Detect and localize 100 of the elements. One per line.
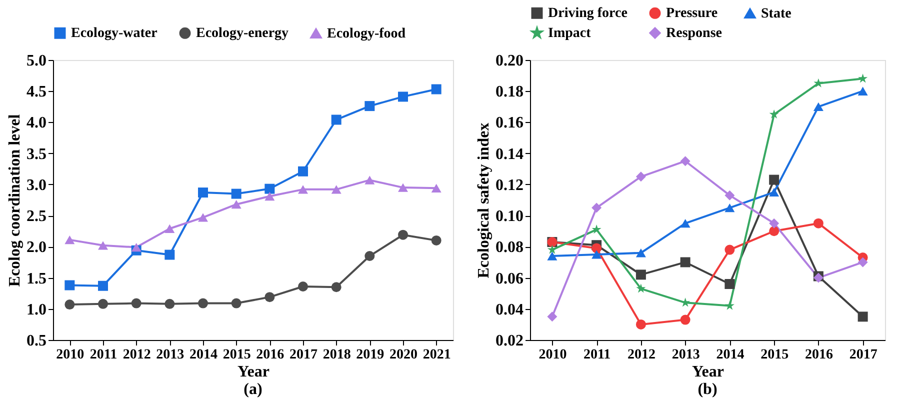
- point: [64, 235, 75, 244]
- point: [98, 298, 108, 309]
- x-tick-label: 2016: [804, 348, 833, 362]
- y-tick-label: 0.04: [496, 301, 524, 318]
- point: [769, 226, 780, 236]
- point: [164, 298, 175, 309]
- point: [231, 188, 242, 199]
- point: [164, 250, 175, 260]
- point: [858, 74, 868, 83]
- x-tick-label: 2011: [583, 348, 611, 362]
- point: [636, 248, 646, 258]
- y-tick-label: 0.20: [496, 52, 524, 70]
- y-tick-label: 0.06: [496, 270, 524, 288]
- point: [858, 312, 868, 322]
- point: [769, 188, 780, 197]
- point: [858, 257, 868, 268]
- x-tick-label: 2012: [122, 348, 151, 362]
- x-axis-title: Year: [692, 364, 724, 380]
- point: [264, 184, 275, 194]
- y-tick-label: 3.5: [26, 146, 46, 163]
- y-tick-label: 0.18: [496, 84, 524, 101]
- y-tick-label: 0.02: [496, 332, 524, 350]
- point: [431, 184, 442, 193]
- point: [264, 192, 275, 201]
- point: [769, 174, 780, 185]
- point: [592, 202, 602, 213]
- y-tick-label: 0.5: [26, 332, 46, 350]
- point: [331, 282, 342, 292]
- y-tick-label: 0.08: [496, 239, 524, 256]
- text: (b): [698, 381, 718, 398]
- x-tick-label: 2021: [422, 348, 451, 362]
- point: [98, 280, 108, 291]
- point: [636, 319, 646, 330]
- point: [364, 176, 375, 184]
- point: [198, 188, 208, 198]
- x-tick-label: 2013: [156, 348, 184, 362]
- x-tick-label: 2010: [56, 348, 84, 362]
- x-tick-label: 2015: [760, 348, 789, 362]
- point: [724, 203, 735, 212]
- y-tick-label: 0.12: [496, 176, 524, 194]
- point: [724, 244, 735, 255]
- point: [769, 218, 780, 228]
- point: [724, 190, 735, 200]
- x-tick-label: 2014: [716, 348, 744, 362]
- y-tick-label: 3.0: [26, 176, 46, 194]
- point: [724, 279, 735, 289]
- point: [592, 250, 602, 259]
- point: [813, 102, 824, 111]
- x-tick-label: 2018: [322, 348, 351, 362]
- point: [64, 280, 75, 290]
- point: [364, 251, 375, 261]
- legend-label: Response: [666, 26, 722, 41]
- x-tick-label: 2016: [256, 348, 284, 362]
- x-axis-title: Year: [238, 364, 270, 380]
- point: [298, 166, 308, 176]
- point: [398, 92, 408, 102]
- point: [331, 185, 342, 194]
- legend-label: Ecology-water: [71, 26, 158, 42]
- y-tick-label: 0.10: [496, 208, 524, 226]
- x-tick-label: 2010: [538, 348, 567, 362]
- legend-label: Ecology-energy: [196, 26, 289, 42]
- y-tick-label: 4.0: [26, 114, 46, 132]
- point: [231, 298, 242, 308]
- y-tick-label: 2.5: [26, 208, 46, 226]
- point: [364, 101, 375, 112]
- point: [769, 109, 779, 118]
- point: [331, 114, 342, 125]
- x-tick-label: 2011: [90, 348, 118, 362]
- y-tick-label: 2.0: [26, 239, 46, 256]
- legend-label: Pressure: [666, 6, 718, 22]
- point: [131, 242, 142, 252]
- point: [858, 86, 868, 96]
- y-tick-label: 5.0: [26, 52, 46, 70]
- x-tick-label: 2017: [290, 348, 318, 362]
- y-tick-label: 0.14: [496, 146, 524, 163]
- point: [547, 252, 558, 260]
- point: [264, 292, 275, 302]
- x-tick-label: 2014: [190, 348, 218, 362]
- point: [636, 172, 646, 182]
- point: [164, 224, 175, 233]
- legend-label: Impact: [548, 26, 592, 41]
- point: [547, 244, 557, 254]
- legend-label: State: [761, 6, 792, 22]
- point: [64, 300, 75, 310]
- point: [680, 314, 690, 325]
- y-tick-label: 4.5: [26, 84, 46, 101]
- legend-label: Ecology-food: [327, 26, 406, 42]
- point: [398, 230, 408, 240]
- x-tick-label: 2017: [849, 348, 878, 362]
- point: [813, 218, 824, 228]
- y-tick-label: 0.16: [496, 114, 524, 132]
- x-tick-label: 2012: [627, 348, 656, 362]
- y-axis-title: Ecolog coordination level: [6, 114, 24, 287]
- point: [680, 298, 690, 307]
- point: [431, 84, 442, 94]
- point: [680, 257, 690, 268]
- point: [231, 200, 242, 209]
- point: [680, 219, 690, 228]
- x-tick-label: 2020: [390, 348, 418, 362]
- x-tick-label: 2015: [222, 348, 251, 362]
